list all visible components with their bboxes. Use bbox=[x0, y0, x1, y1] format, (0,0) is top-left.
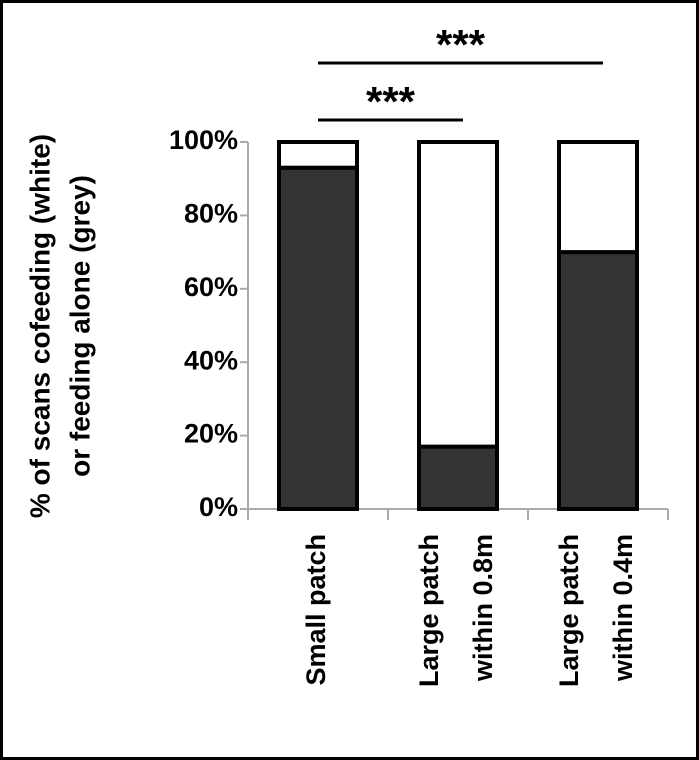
x-tick-label: Large patch bbox=[554, 534, 584, 687]
y-tick-label: 80% bbox=[184, 199, 238, 229]
y-axis-label: % of scans cofeeding (white) bbox=[24, 134, 55, 518]
bar-segment bbox=[277, 165, 359, 511]
bar-segment bbox=[417, 444, 499, 511]
y-tick-label: 100% bbox=[169, 125, 238, 155]
bar-segment bbox=[277, 140, 359, 170]
x-tick-label: Large patch bbox=[414, 534, 444, 687]
y-tick-label: 0% bbox=[199, 492, 238, 522]
y-tick-label: 20% bbox=[184, 419, 238, 449]
significance-label: *** bbox=[366, 78, 416, 125]
bar-segment bbox=[557, 250, 639, 511]
y-tick-label: 40% bbox=[184, 345, 238, 375]
bar-segment bbox=[417, 140, 499, 449]
y-tick-label: 60% bbox=[184, 272, 238, 302]
y-axis-label: or feeding alone (grey) bbox=[64, 175, 95, 477]
bar-segment bbox=[557, 140, 639, 255]
x-tick-label: Small patch bbox=[301, 534, 331, 686]
x-tick-label: within 0.8m bbox=[468, 534, 498, 682]
x-tick-label: within 0.4m bbox=[608, 534, 638, 682]
significance-label: *** bbox=[436, 21, 486, 68]
